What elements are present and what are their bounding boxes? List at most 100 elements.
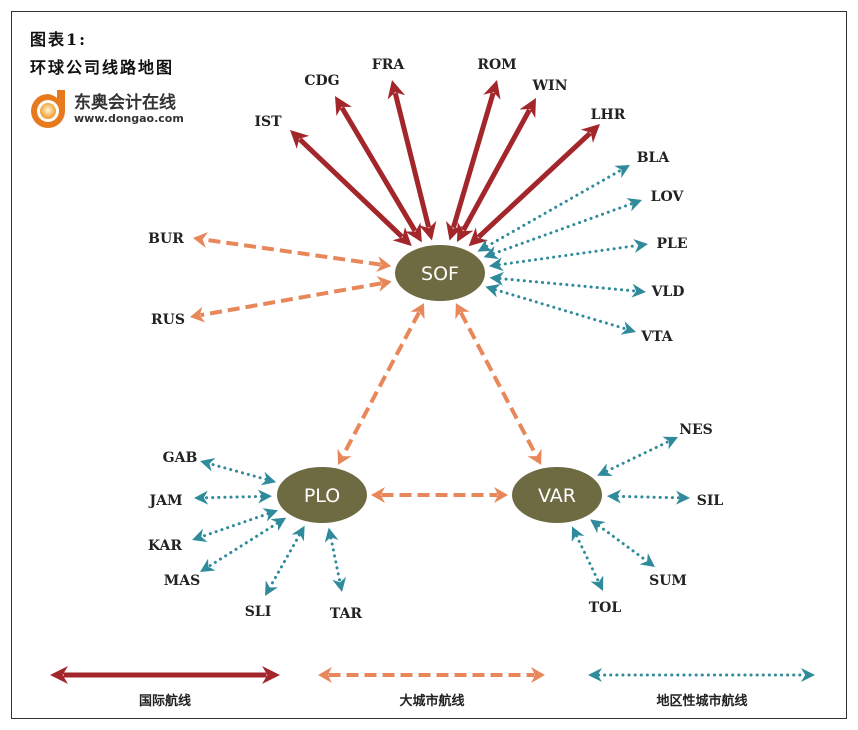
city-label: VLD bbox=[651, 284, 685, 300]
city-label: SUM bbox=[649, 573, 687, 589]
route-plo-gab-head-start bbox=[260, 471, 277, 486]
route-sof-bur bbox=[203, 237, 382, 267]
hub-label: PLO bbox=[304, 485, 340, 507]
route-var-sum bbox=[597, 524, 649, 563]
route-plo-sli-head-end bbox=[265, 580, 278, 596]
route-sof-fra bbox=[392, 92, 432, 228]
route-sof-win bbox=[461, 108, 532, 232]
route-sof-rom-head-end bbox=[483, 80, 501, 100]
route-var-tol-head-start bbox=[571, 526, 585, 542]
logo-url: www.dongao.com bbox=[74, 112, 184, 125]
hub-label: SOF bbox=[421, 263, 459, 285]
route-sof-vld bbox=[498, 277, 638, 293]
route-sof-lov-head-end bbox=[626, 198, 642, 212]
city-label: JAM bbox=[148, 493, 183, 509]
route-sof-ple-head-start bbox=[488, 257, 504, 272]
route-sof-bur-head-start bbox=[376, 256, 392, 273]
hub-sof bbox=[395, 245, 485, 301]
route-sof-rom bbox=[450, 92, 496, 229]
city-label: BUR bbox=[148, 231, 184, 247]
route-sof-bla bbox=[485, 168, 623, 248]
route-plo-jam-head-start bbox=[257, 489, 273, 504]
route-sof-plo-head-end bbox=[337, 448, 352, 465]
route-sof-win-head-end bbox=[519, 98, 536, 119]
route-var-sil-head-start bbox=[606, 489, 622, 504]
route-sof-vld-head-end bbox=[631, 283, 646, 298]
route-sof-rom-head-start bbox=[446, 220, 464, 241]
route-var-nes-head-start bbox=[597, 463, 613, 477]
city-label: CDG bbox=[304, 73, 339, 89]
city-label: RUS bbox=[151, 312, 185, 328]
legend-major_city-line-head-start bbox=[318, 667, 332, 683]
route-sof-var bbox=[459, 311, 538, 457]
legend-international-line-head-end bbox=[262, 666, 280, 684]
city-label: WIN bbox=[531, 78, 567, 94]
route-sof-fra-head-start bbox=[418, 220, 437, 241]
route-sof-vta bbox=[493, 288, 628, 331]
route-sof-ple-head-end bbox=[633, 239, 648, 253]
legend-regional-line-head-start bbox=[588, 668, 602, 682]
legend-label: 大城市航线 bbox=[399, 693, 464, 709]
route-var-nes bbox=[605, 440, 671, 473]
route-plo-sli bbox=[268, 533, 301, 589]
route-sof-bla-head-start bbox=[477, 238, 494, 252]
city-label: ROM bbox=[477, 57, 516, 73]
city-label: LHR bbox=[591, 107, 626, 123]
route-sof-ist-head-start bbox=[392, 227, 412, 247]
route-sof-fra-head-end bbox=[387, 80, 406, 100]
legend-label: 地区性城市航线 bbox=[656, 693, 747, 709]
route-sof-cdg-head-end bbox=[335, 96, 352, 117]
city-label: PLE bbox=[656, 236, 687, 252]
route-plo-jam bbox=[202, 494, 264, 500]
dongao-logo: 东奥会计在线 www.dongao.com bbox=[26, 88, 196, 132]
route-plo-gab bbox=[208, 462, 268, 481]
route-sof-rus-head-end bbox=[190, 306, 206, 323]
city-label: IST bbox=[254, 114, 282, 130]
route-sof-var-head-start bbox=[455, 303, 470, 320]
route-sof-lhr-head-start bbox=[468, 227, 488, 247]
route-sof-vld-head-start bbox=[489, 271, 505, 286]
logo-mark-icon bbox=[31, 90, 65, 128]
route-plo-tar-head-end bbox=[332, 576, 347, 592]
legend-international-line-head-start bbox=[50, 666, 68, 684]
figure-frame bbox=[11, 11, 847, 719]
route-plo-kar bbox=[200, 512, 270, 539]
legend-label: 国际航线 bbox=[139, 693, 191, 709]
city-label: FRA bbox=[372, 57, 406, 73]
route-sof-lhr bbox=[476, 131, 592, 239]
route-var-sum-head-end bbox=[639, 553, 655, 567]
route-plo-kar-head-start bbox=[262, 508, 278, 522]
city-label: NES bbox=[679, 422, 713, 438]
route-sof-rus-head-start bbox=[376, 276, 392, 292]
route-plo-tar-head-start bbox=[324, 527, 339, 543]
route-plo-mas bbox=[207, 521, 279, 568]
route-plo-var-head-start bbox=[371, 487, 385, 503]
route-plo-var-head-end bbox=[494, 487, 508, 503]
route-var-sum-head-start bbox=[590, 519, 606, 534]
route-sof-ple bbox=[497, 243, 640, 267]
route-sof-vta-head-end bbox=[620, 321, 636, 335]
city-label: BLA bbox=[637, 150, 671, 166]
route-sof-plo-head-start bbox=[410, 303, 425, 320]
route-sof-vta-head-start bbox=[485, 283, 501, 298]
city-label: MAS bbox=[164, 573, 200, 589]
route-var-sil bbox=[615, 494, 682, 500]
city-label: TAR bbox=[330, 606, 363, 622]
figure-label: 图表1: bbox=[30, 30, 88, 49]
route-sof-rus bbox=[199, 281, 382, 318]
route-plo-mas-head-start bbox=[270, 517, 287, 531]
route-sof-lov bbox=[491, 202, 634, 256]
city-label: GAB bbox=[163, 450, 198, 466]
route-sof-cdg-head-start bbox=[404, 222, 422, 243]
legend-regional-line-head-end bbox=[801, 668, 815, 682]
route-var-tol-head-end bbox=[590, 575, 604, 591]
route-sof-win-head-start bbox=[456, 222, 474, 243]
route-sof-bla-head-end bbox=[614, 165, 630, 179]
route-var-tol bbox=[575, 534, 600, 584]
route-sof-lhr-head-end bbox=[580, 124, 600, 143]
route-plo-tar bbox=[329, 536, 342, 584]
city-label: SLI bbox=[245, 604, 272, 620]
route-sof-plo bbox=[341, 311, 421, 457]
hub-plo bbox=[277, 467, 367, 523]
route-var-sil-head-end bbox=[675, 490, 690, 505]
